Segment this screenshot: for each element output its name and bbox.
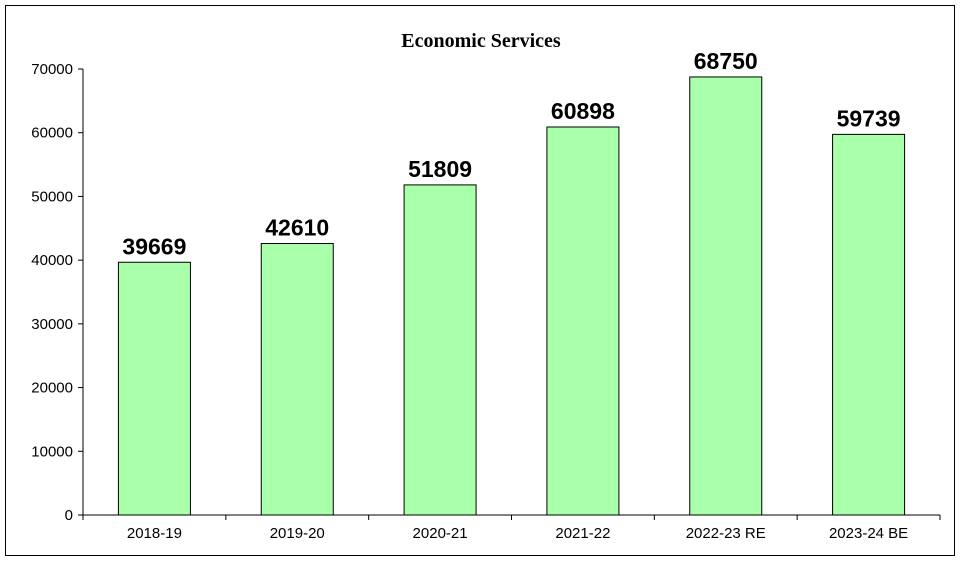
y-tick-label: 0 <box>65 507 73 524</box>
bar <box>117 261 191 516</box>
y-tick-label: 50000 <box>31 188 73 205</box>
chart-title: Economic Services <box>401 30 561 52</box>
x-tick-label: 2020-21 <box>413 525 468 542</box>
y-tick-label: 60000 <box>31 125 73 142</box>
x-tick-label: 2018-19 <box>127 525 182 542</box>
bar-value-label: 59739 <box>837 105 901 131</box>
bar-value-label: 51809 <box>408 156 472 182</box>
bar-value-label: 60898 <box>551 98 615 124</box>
y-tick-label: 40000 <box>31 252 73 269</box>
x-tick-label: 2023-24 BE <box>829 525 908 542</box>
y-tick-label: 70000 <box>31 61 73 78</box>
data-labels: 39669 42610 51809 60898 68750 59739 <box>122 48 900 259</box>
bar <box>689 76 763 516</box>
x-tick-label: 2021-22 <box>555 525 610 542</box>
y-tick-label: 30000 <box>31 316 73 333</box>
y-axis: 0 10000 20000 30000 40000 50000 60000 70000 <box>31 61 84 524</box>
x-tick-label: 2019-20 <box>270 525 325 542</box>
bar-value-label: 42610 <box>265 215 329 241</box>
y-tick-label: 20000 <box>31 380 73 397</box>
x-tick-label: 2022-23 RE <box>686 525 766 542</box>
bar <box>260 243 334 516</box>
bar-value-label: 68750 <box>694 48 758 74</box>
y-tick-label: 10000 <box>31 443 73 460</box>
x-axis: 2018-19 2019-20 2020-21 2021-22 2022-23 RE 20… <box>82 514 941 542</box>
bar-series <box>117 76 906 516</box>
bar <box>546 126 620 516</box>
bar <box>403 184 477 516</box>
bar <box>832 133 906 516</box>
bar-value-label: 39669 <box>122 233 186 259</box>
